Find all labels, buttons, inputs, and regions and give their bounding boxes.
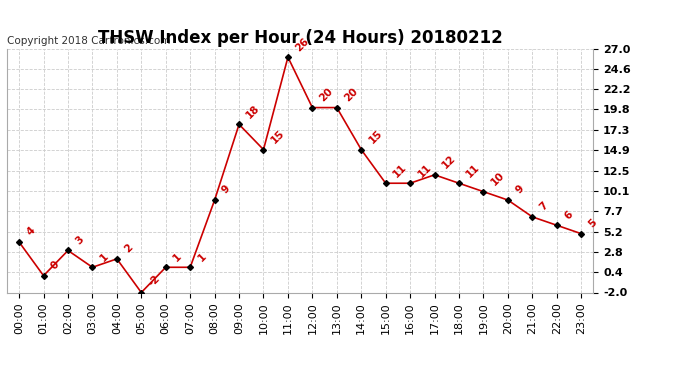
Text: 9: 9 (220, 184, 233, 196)
Text: 9: 9 (513, 184, 526, 196)
Text: 1: 1 (98, 251, 110, 263)
Text: 6: 6 (562, 209, 575, 221)
Text: 11: 11 (464, 162, 482, 179)
Text: 11: 11 (415, 162, 433, 179)
Text: 5: 5 (586, 217, 599, 229)
Text: 0: 0 (49, 260, 61, 272)
Text: 20: 20 (318, 86, 335, 104)
Text: -2: -2 (147, 273, 162, 288)
Text: THSW  (°F): THSW (°F) (605, 2, 668, 12)
Text: 20: 20 (342, 86, 359, 104)
Text: 3: 3 (74, 234, 86, 246)
Text: 10: 10 (489, 170, 506, 188)
Text: 4: 4 (25, 226, 37, 238)
Text: 11: 11 (391, 162, 408, 179)
Text: 2: 2 (122, 243, 135, 255)
Text: 15: 15 (269, 128, 286, 146)
Title: THSW Index per Hour (24 Hours) 20180212: THSW Index per Hour (24 Hours) 20180212 (98, 29, 502, 47)
Text: 18: 18 (245, 103, 262, 120)
Text: 1: 1 (196, 251, 208, 263)
Text: 7: 7 (538, 200, 550, 213)
Text: 15: 15 (367, 128, 384, 146)
Text: 12: 12 (440, 153, 457, 171)
Text: Copyright 2018 Cartronics.com: Copyright 2018 Cartronics.com (7, 36, 170, 46)
Text: 26: 26 (293, 36, 310, 53)
Text: 1: 1 (171, 251, 184, 263)
